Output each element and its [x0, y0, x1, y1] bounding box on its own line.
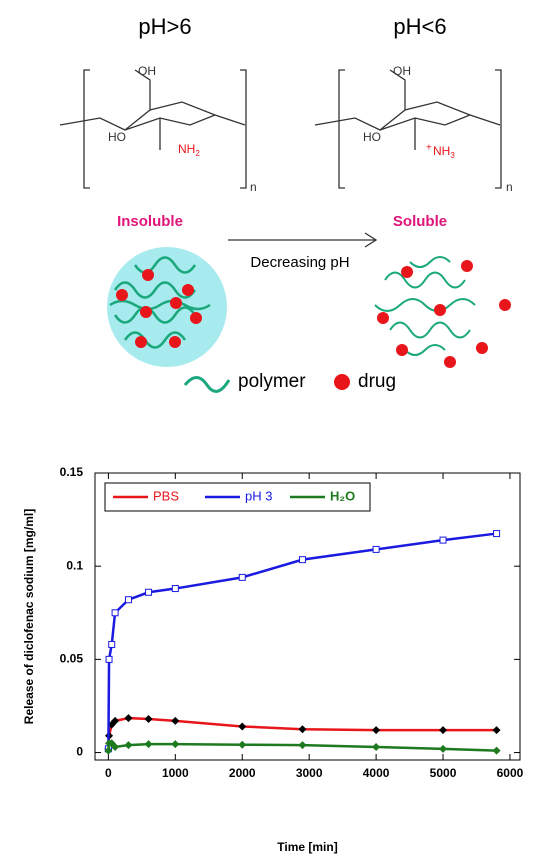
chart: 0 0.05 0.1 0.15 0 1000 2000 3000 4000 5000 6000 Tim…: [22, 465, 523, 854]
n-label: n: [506, 180, 513, 194]
y-tick-label: 0.15: [60, 465, 84, 479]
legend-label: PBS: [153, 488, 179, 503]
plus-label: +: [426, 143, 432, 154]
marker: [104, 746, 113, 755]
oh-label: OH: [393, 64, 411, 78]
x-axis-label: Time [min]: [277, 840, 337, 854]
marker: [171, 716, 180, 725]
left-ph: pH>6: [138, 14, 191, 39]
insoluble-particle: [107, 247, 227, 367]
marker: [372, 545, 380, 553]
marker: [124, 596, 132, 604]
marker: [108, 640, 116, 648]
amine: NH: [433, 144, 450, 158]
x-tick-label: 0: [105, 766, 112, 780]
ho-label: HO: [363, 130, 381, 144]
marker: [372, 742, 381, 751]
y-tick-label: 0: [76, 745, 83, 759]
soluble-particle: [374, 256, 511, 368]
legend-polymer: polymer: [238, 371, 306, 392]
marker: [238, 573, 246, 581]
marker: [124, 741, 133, 750]
x-tick-label: 4000: [363, 766, 390, 780]
marker: [145, 588, 153, 596]
series-line: [107, 532, 497, 749]
drug-icon: [334, 374, 350, 390]
oh-label: OH: [138, 64, 156, 78]
marker: [439, 726, 448, 735]
amine-label: NH2: [178, 142, 200, 158]
marker: [492, 746, 501, 755]
legend-drug: drug: [358, 371, 396, 392]
marker: [238, 722, 247, 731]
marker: [238, 740, 247, 749]
insoluble-label: Insoluble: [117, 213, 183, 230]
marker: [111, 742, 120, 751]
marker: [144, 740, 153, 749]
right-structure: [314, 69, 502, 189]
amine-label: NH3: [433, 144, 455, 160]
marker: [439, 744, 448, 753]
amine-sub: 2: [195, 149, 200, 158]
marker: [144, 715, 153, 723]
marker: [171, 740, 180, 749]
marker: [493, 530, 501, 538]
y-tick-label: 0.05: [60, 652, 84, 666]
marker: [298, 741, 307, 750]
right-ph: pH<6: [393, 14, 446, 39]
ho-label: HO: [108, 130, 126, 144]
x-tick-label: 1000: [162, 766, 189, 780]
marker: [372, 726, 381, 735]
plot-frame: [94, 472, 521, 761]
x-tick-label: 5000: [430, 766, 457, 780]
legend-label: H₂O: [330, 488, 355, 503]
marker: [492, 726, 501, 735]
polymer-icon: [183, 376, 231, 393]
arrow: [228, 232, 378, 248]
arrow-label: Decreasing pH: [250, 254, 349, 271]
marker: [171, 585, 179, 593]
marker: [111, 609, 119, 617]
marker: [111, 716, 120, 725]
x-tick-label: 6000: [497, 766, 524, 780]
legend-label: pH 3: [245, 488, 272, 503]
amine: NH: [178, 142, 195, 156]
marker: [298, 725, 307, 734]
y-tick-label: 0.1: [66, 558, 83, 572]
amine-sub: 3: [450, 151, 455, 160]
x-tick-label: 3000: [296, 766, 323, 780]
marker: [124, 714, 133, 723]
marker: [298, 556, 306, 564]
y-axis-label: Release of diclofenac sodium [mg/ml]: [22, 509, 36, 724]
marker: [105, 655, 113, 663]
n-label: n: [250, 180, 257, 194]
left-structure: [59, 69, 247, 189]
x-tick-label: 2000: [229, 766, 256, 780]
soluble-label: Soluble: [393, 213, 447, 230]
marker: [439, 536, 447, 544]
